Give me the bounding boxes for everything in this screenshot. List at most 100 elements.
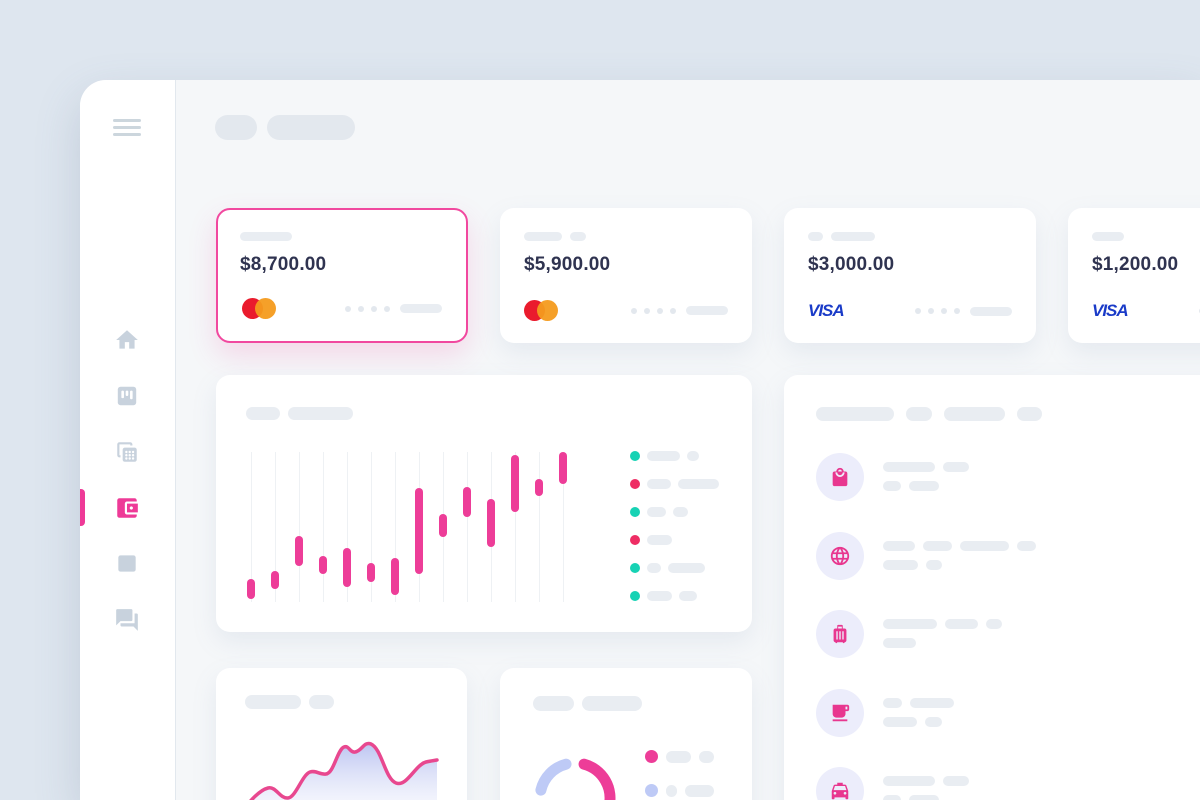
visa-logo-icon: VISA bbox=[1092, 301, 1129, 320]
gridline bbox=[395, 452, 396, 602]
transaction-item-globe[interactable] bbox=[816, 531, 1200, 580]
skeleton-pill bbox=[1017, 540, 1036, 551]
skeleton-pill bbox=[309, 695, 334, 709]
skeleton-line bbox=[883, 776, 969, 786]
transaction-item-shopping-bag[interactable] bbox=[816, 453, 1200, 501]
legend-row bbox=[630, 591, 719, 601]
skeleton-pill bbox=[909, 795, 939, 800]
skeleton-pill bbox=[943, 776, 969, 786]
masked-card-number bbox=[345, 304, 442, 313]
card-label-skeleton bbox=[524, 232, 728, 241]
skeleton-pill bbox=[679, 591, 697, 601]
transaction-item-coffee-cup[interactable] bbox=[816, 688, 1200, 737]
skeleton-pill bbox=[883, 559, 918, 570]
account-card-4[interactable]: $1,200.00 VISA bbox=[1068, 208, 1200, 343]
skeleton-pill bbox=[883, 619, 937, 629]
gridline bbox=[467, 452, 468, 602]
gridline bbox=[371, 452, 372, 602]
card-balance: $5,900.00 bbox=[524, 254, 611, 275]
sidebar-item-wallet[interactable] bbox=[114, 495, 140, 521]
skeleton-line bbox=[883, 795, 969, 800]
range-bar bbox=[319, 556, 327, 574]
donut-chart-card bbox=[500, 668, 752, 800]
legend-row bbox=[630, 451, 719, 461]
sidebar-item-home[interactable] bbox=[114, 327, 140, 353]
trend-card-header bbox=[245, 695, 334, 709]
account-card-2[interactable]: $5,900.00 bbox=[500, 208, 752, 343]
account-card-3[interactable]: $3,000.00 VISA bbox=[784, 208, 1036, 343]
luggage-icon bbox=[816, 610, 864, 658]
skeleton-line bbox=[883, 638, 1002, 648]
skeleton-pill bbox=[926, 559, 942, 570]
sidebar-item-kanban-board[interactable] bbox=[114, 383, 140, 409]
range-bar bbox=[559, 452, 567, 484]
card-bottom-row bbox=[524, 300, 728, 321]
chart-card-header bbox=[246, 407, 353, 420]
mastercard-logo-icon bbox=[524, 300, 558, 321]
card-label-skeleton bbox=[240, 232, 444, 241]
home-icon bbox=[114, 330, 140, 357]
skeleton-pill bbox=[943, 462, 969, 472]
teal-dot-icon bbox=[630, 591, 640, 601]
chat-icon bbox=[114, 609, 140, 637]
skeleton-pill bbox=[883, 795, 901, 800]
teal-dot-icon bbox=[630, 507, 640, 517]
skeleton-pill bbox=[668, 563, 705, 573]
skeleton-pill bbox=[570, 232, 586, 241]
skeleton-pill bbox=[1092, 232, 1124, 241]
shopping-bag-icon bbox=[816, 453, 864, 501]
skeleton-pill bbox=[673, 507, 688, 517]
legend-row bbox=[630, 507, 719, 517]
teal-dot-icon bbox=[630, 451, 640, 461]
skeleton-pill bbox=[831, 232, 875, 241]
skeleton-pill bbox=[533, 696, 574, 711]
menu-icon[interactable] bbox=[113, 119, 141, 139]
transaction-text-skeleton bbox=[883, 776, 969, 800]
transaction-item-luggage[interactable] bbox=[816, 610, 1200, 658]
transaction-item-taxi[interactable] bbox=[816, 767, 1200, 800]
sidebar-item-calculator-stack[interactable] bbox=[114, 439, 140, 465]
donut-segment bbox=[534, 757, 616, 800]
transactions-card bbox=[784, 375, 1200, 800]
legend-row bbox=[630, 479, 719, 489]
skeleton-line bbox=[883, 540, 1036, 551]
range-bar bbox=[247, 579, 255, 599]
card-balance: $1,200.00 bbox=[1092, 254, 1179, 275]
skeleton-pill bbox=[647, 563, 661, 573]
skeleton-pill bbox=[647, 507, 666, 517]
skeleton-pill bbox=[685, 784, 714, 797]
calendar-icon bbox=[114, 555, 140, 580]
masked-card-number bbox=[631, 306, 728, 315]
skeleton-pill bbox=[524, 232, 562, 241]
pink-dot-icon bbox=[645, 750, 658, 763]
sidebar-item-calendar[interactable] bbox=[114, 550, 140, 576]
teal-dot-icon bbox=[630, 563, 640, 573]
skeleton-pill bbox=[647, 479, 671, 489]
donut-legend-row bbox=[645, 784, 714, 797]
legend-row bbox=[630, 535, 719, 545]
sidebar-item-chat[interactable] bbox=[114, 607, 140, 633]
kanban-board-icon bbox=[114, 386, 140, 413]
card-balance: $8,700.00 bbox=[240, 254, 327, 275]
lavender-dot-icon bbox=[645, 784, 658, 797]
area-chart bbox=[249, 741, 439, 800]
skeleton-pill bbox=[960, 540, 1009, 551]
skeleton-line bbox=[883, 481, 969, 491]
skeleton-pill bbox=[883, 697, 902, 708]
skeleton-pill bbox=[970, 306, 1012, 316]
transaction-text-skeleton bbox=[883, 462, 969, 500]
skeleton-line bbox=[883, 559, 1036, 570]
transactions-list bbox=[816, 453, 1200, 800]
skeleton-pill bbox=[267, 115, 355, 140]
account-card-1[interactable]: $8,700.00 bbox=[216, 208, 468, 343]
gridline bbox=[323, 452, 324, 602]
skeleton-pill bbox=[400, 304, 442, 313]
skeleton-pill bbox=[986, 619, 1002, 629]
gridline bbox=[299, 452, 300, 602]
gridline bbox=[347, 452, 348, 602]
card-bottom-row: VISA bbox=[808, 301, 1012, 321]
legend-row bbox=[630, 563, 719, 573]
chart-legend bbox=[630, 451, 719, 619]
range-bar bbox=[343, 548, 351, 587]
range-bar bbox=[367, 563, 375, 582]
